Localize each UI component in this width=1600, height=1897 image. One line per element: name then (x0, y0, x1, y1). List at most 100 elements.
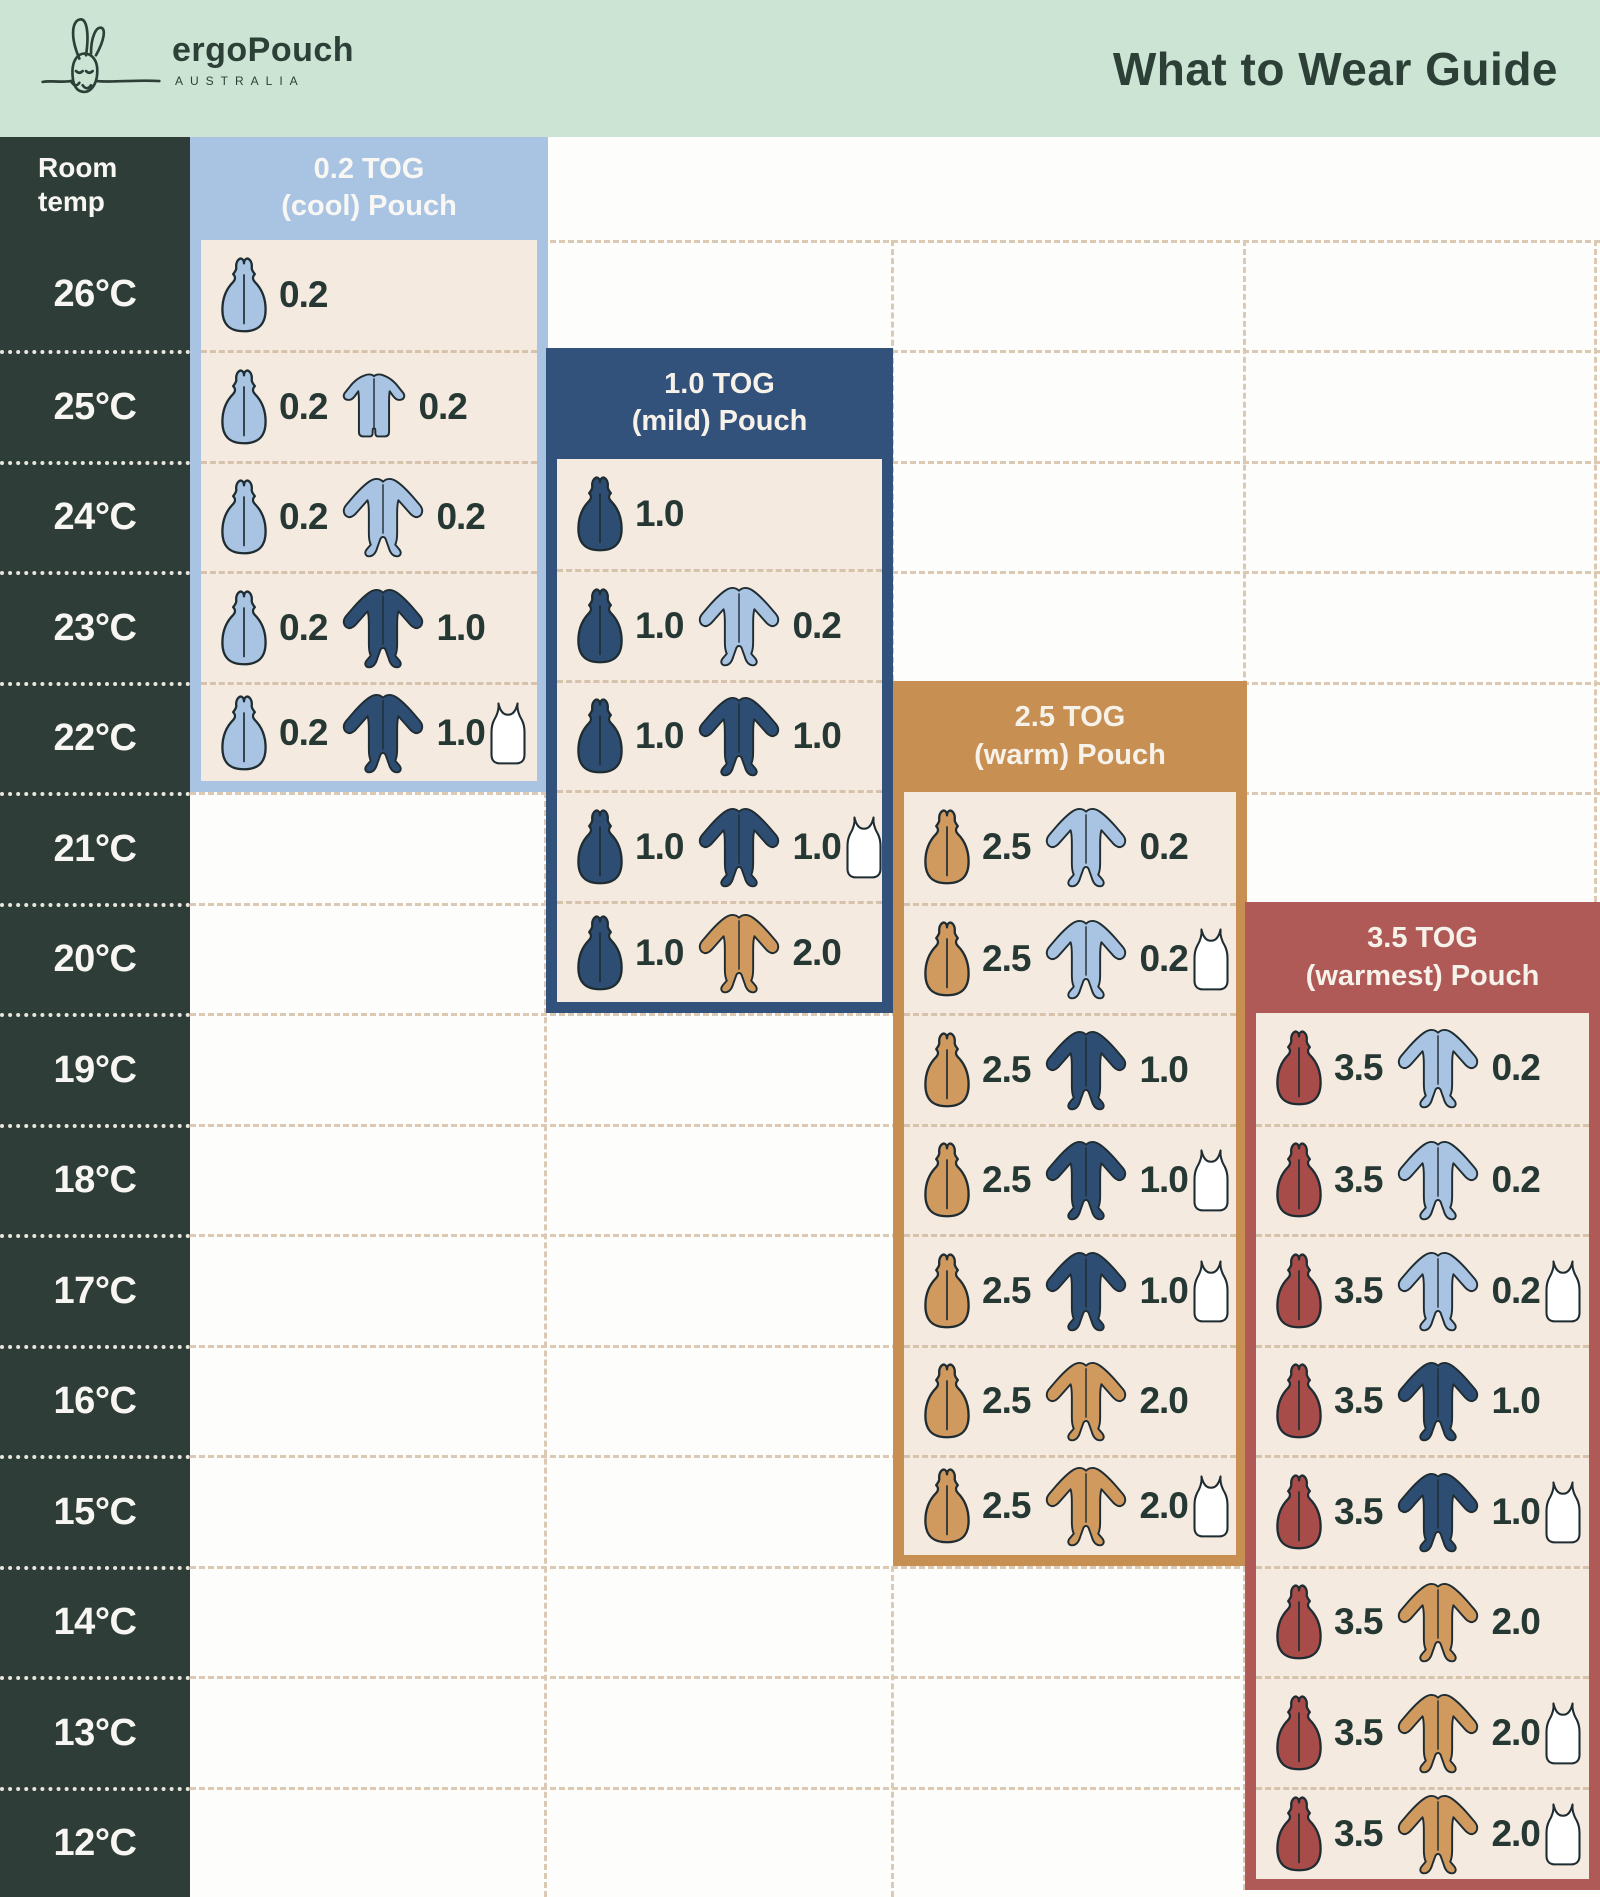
recommendation-row-23c: 1.0 0.2 (557, 569, 882, 680)
pouch-item: 3.5 (1272, 1026, 1383, 1110)
sleeping-bag-icon (920, 1249, 974, 1333)
sleepsuit-icon (1393, 1137, 1483, 1223)
onesie-item: 0.2 (683, 583, 842, 669)
pouch-item: 0.2 (217, 586, 328, 670)
sleeping-bag-icon (1272, 1792, 1326, 1876)
sleeping-bag-icon (217, 475, 271, 559)
room-temp-label: 25°C (53, 385, 137, 428)
grid-row-line (190, 460, 1600, 464)
sleeping-bag-icon (920, 1359, 974, 1443)
onesie-item: 2.0 (683, 910, 842, 996)
room-temp-label: 13°C (53, 1711, 137, 1754)
tog-box-header: 1.0 TOG (mild) Pouch (546, 348, 893, 459)
singlet-item (1540, 1801, 1586, 1867)
sleepsuit-icon (1041, 1027, 1131, 1113)
tog-value: 2.0 (792, 931, 841, 973)
tog-box-header-label_line2: (mild) Pouch (631, 405, 808, 438)
tog-value: 2.5 (982, 1159, 1031, 1201)
tog-value: 0.2 (1139, 938, 1188, 980)
room-temp-label: 26°C (53, 273, 137, 316)
room-temp-header-line2: temp (38, 185, 105, 217)
room-temp-label: 22°C (53, 717, 137, 760)
pouch-item: 1.0 (573, 472, 684, 556)
tog-value: 0.2 (1139, 826, 1188, 868)
grid-column-line (1594, 239, 1597, 902)
tog-box-header: 0.2 TOG (cool) Pouch (190, 137, 548, 240)
singlet-item (1188, 1258, 1234, 1324)
onesie-item: 1.0 (327, 585, 486, 671)
singlet-item (485, 700, 531, 766)
grid-column-line (891, 1565, 894, 1897)
room-temp-label: 16°C (53, 1380, 137, 1423)
onesie-item: 1.0 (683, 804, 842, 890)
room-temp-label: 19°C (53, 1048, 137, 1091)
pouch-item: 0.2 (217, 475, 328, 559)
sleepsuit-icon (694, 693, 784, 779)
onesie-item: 2.0 (1382, 1791, 1541, 1877)
grid-row-line (190, 571, 1600, 574)
singlet-icon (1188, 1258, 1234, 1324)
pouch-item: 0.2 (217, 691, 328, 775)
sleepsuit-icon (1041, 804, 1131, 890)
tog-value: 0.2 (436, 496, 485, 538)
tog-value: 3.5 (1334, 1711, 1383, 1753)
tog-box-header-label_line1: 0.2 TOG (313, 152, 425, 185)
grid-column-line (544, 792, 547, 1897)
sleepsuit-icon (1041, 1248, 1131, 1334)
onesie-item: 2.0 (1382, 1690, 1541, 1776)
tog-value: 3.5 (1334, 1490, 1383, 1532)
room-temp-cell: 16°C (0, 1344, 190, 1456)
sleepsuit-icon (1393, 1579, 1483, 1665)
singlet-item (1188, 926, 1234, 992)
brand-text: ergoPouch AUSTRALIA (172, 31, 354, 88)
sleeping-bag-icon (1272, 1580, 1326, 1664)
tog-value: 1.0 (1139, 1269, 1188, 1311)
onesie-item: 1.0 (1382, 1469, 1541, 1555)
recommendation-row-15c: 2.5 2.0 (904, 1455, 1236, 1555)
onesie-item: 0.2 (327, 474, 486, 560)
sleeping-bag-icon (920, 1028, 974, 1112)
tog-value: 2.5 (982, 1380, 1031, 1422)
ergopouch-bunny-logo-icon (41, 18, 161, 94)
tog-value: 2.5 (982, 1485, 1031, 1527)
tog-value: 1.0 (1491, 1380, 1540, 1422)
tog-value: 0.2 (279, 496, 328, 538)
room-temp-label: 23°C (53, 606, 137, 649)
pouch-item: 2.5 (920, 805, 1031, 889)
sleepsuit-icon (1041, 916, 1131, 1002)
onesie-item: 1.0 (1030, 1027, 1189, 1113)
onesie-item: 1.0 (1030, 1137, 1189, 1223)
tog-value: 2.0 (1139, 1380, 1188, 1422)
tog-value: 1.0 (436, 606, 485, 648)
recommendation-row-16c: 2.5 2.0 (904, 1344, 1236, 1456)
sleeping-bag-icon (1272, 1691, 1326, 1775)
sleepsuit-icon (694, 583, 784, 669)
tog-value: 1.0 (792, 715, 841, 757)
romper-icon (338, 371, 410, 443)
pouch-item: 2.5 (920, 917, 1031, 1001)
sleepsuit-icon (1393, 1791, 1483, 1877)
onesie-item: 1.0 (1382, 1358, 1541, 1444)
brand-logo: ergoPouch AUSTRALIA (36, 6, 354, 112)
onesie-item: 0.2 (1382, 1248, 1541, 1334)
recommendation-row-14c: 3.5 2.0 (1256, 1565, 1589, 1677)
grid-column-line (1243, 239, 1246, 902)
tog-box-header-label_line2: (warm) Pouch (974, 738, 1166, 771)
page-title: What to Wear Guide (1112, 42, 1558, 95)
grid-row-line (190, 1676, 1600, 1679)
sleeping-bag-icon (1272, 1470, 1326, 1554)
singlet-icon (1188, 926, 1234, 992)
sleepsuit-icon (1041, 1463, 1131, 1549)
tog-value: 2.5 (982, 1269, 1031, 1311)
grid-row-line (190, 1565, 1600, 1569)
sleeping-bag-icon (573, 805, 627, 889)
onesie-item: 0.2 (1030, 804, 1189, 890)
singlet-icon (1540, 1700, 1586, 1766)
sleeping-bag-icon (1272, 1249, 1326, 1333)
tog-value: 0.2 (1491, 1159, 1540, 1201)
tog-value: 3.5 (1334, 1380, 1383, 1422)
onesie-item: 2.0 (1030, 1463, 1189, 1549)
sleepsuit-icon (1041, 1358, 1131, 1444)
sleeping-bag-icon (920, 805, 974, 889)
singlet-item (1540, 1479, 1586, 1545)
